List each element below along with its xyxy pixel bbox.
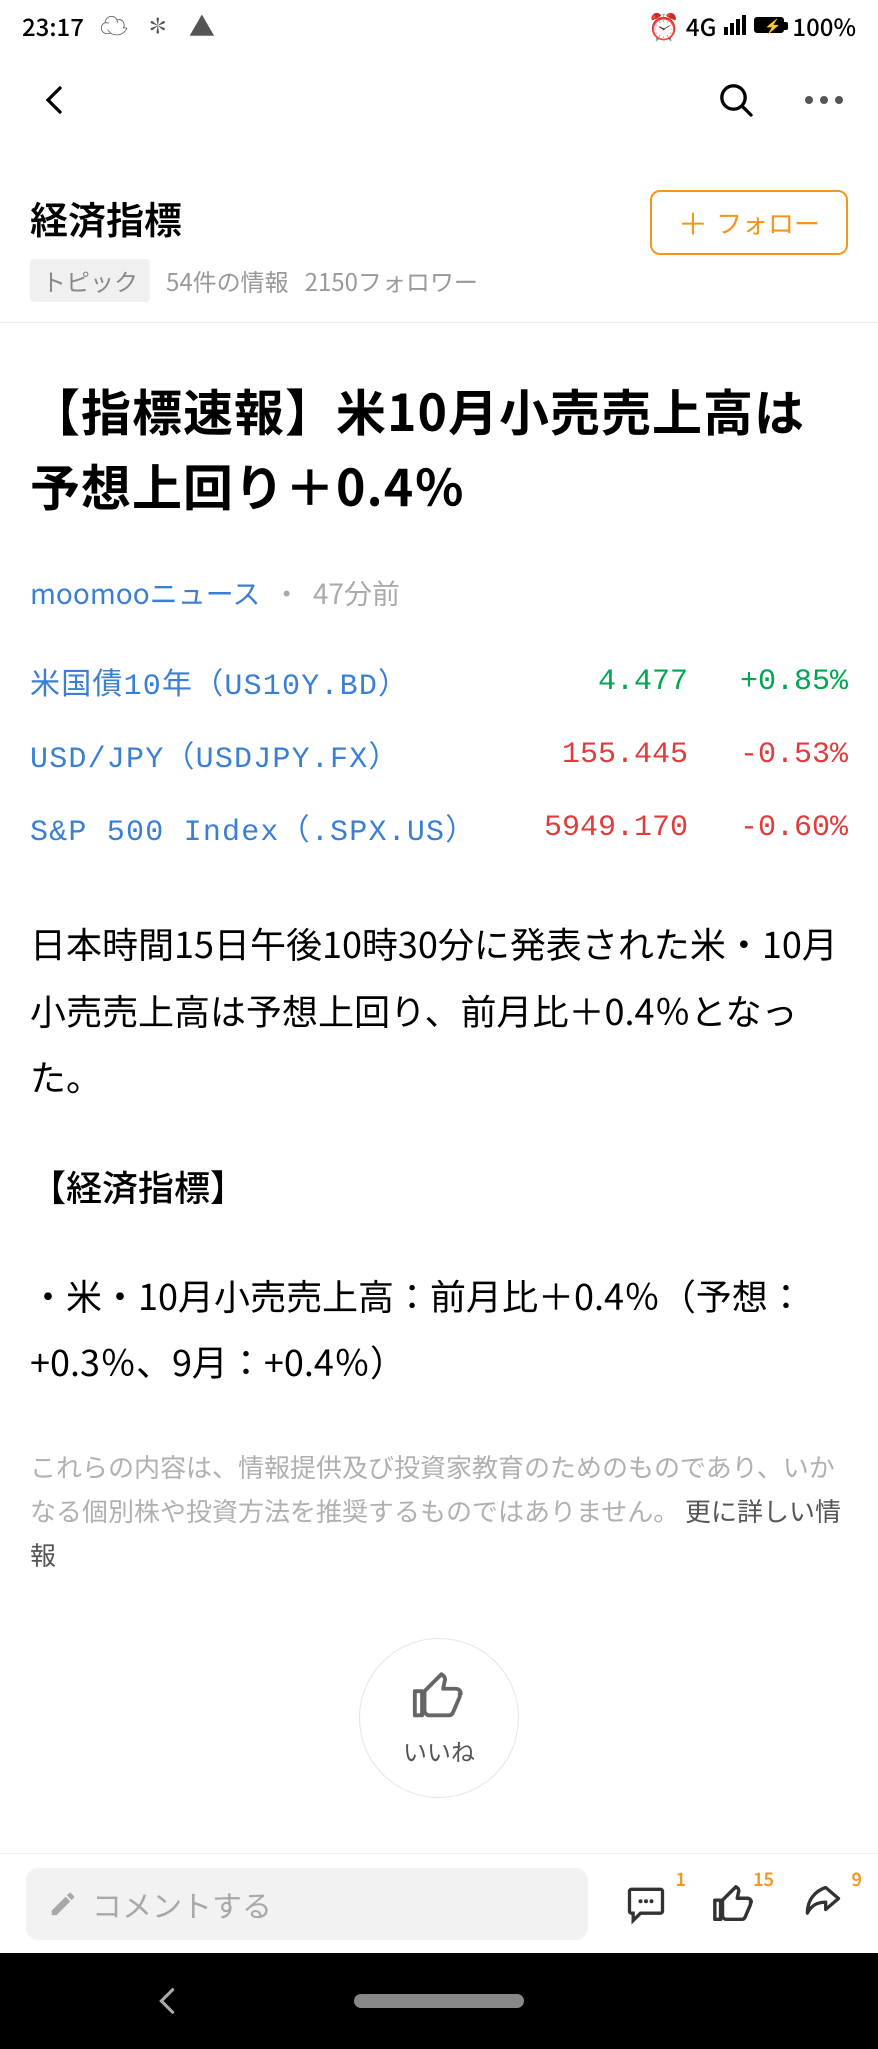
system-home-pill[interactable] [354,1994,524,2008]
comment-input[interactable]: コメントする [26,1868,588,1940]
pencil-icon [48,1889,78,1919]
thumbs-up-icon [410,1667,468,1725]
instrument-row[interactable]: S&P 500 Index（.SPX.US） 5949.170 -0.60% [30,805,848,850]
nav-bar [0,50,878,150]
sync-disabled-icon: ✽ [144,11,172,39]
instrument-price: 155.445 [508,738,688,772]
article-bullet: ・米・10月小売売上高：前月比＋0.4％（予想：+0.3％、9月：+0.4％） [30,1262,848,1395]
topic-info: 経済指標 トピック 54件の情報 2150フォロワー [30,190,478,302]
network-label: 4G [686,8,717,43]
status-time: 23:17 [22,8,84,43]
like-big-label: いいね [403,1733,475,1768]
like-section: いいね [30,1638,848,1798]
comment-placeholder: コメントする [92,1882,272,1926]
topic-title: 経済指標 [30,190,478,245]
back-button[interactable] [30,76,78,124]
chevron-left-icon [150,1984,184,2018]
topic-header: 経済指標 トピック 54件の情報 2150フォロワー ＋ フォロー [0,150,878,323]
warning-icon: ▲ [188,11,216,39]
follow-label: フォロー [716,204,820,241]
article-paragraph: 日本時間15日午後10時30分に発表された米・10月小売売上高は予想上回り、前月… [30,910,848,1110]
byline-separator: ・ [273,573,301,613]
article-time: 47分前 [313,573,400,613]
instrument-row[interactable]: 米国債10年（US10Y.BD） 4.477 +0.85% [30,659,848,704]
topic-follower-count: 2150フォロワー [305,263,478,298]
system-nav-bar [0,1953,878,2049]
topic-post-count: 54件の情報 [166,263,289,298]
cloud-icon: ☁ [100,11,128,39]
comments-count: 1 [676,1866,686,1892]
thumbs-up-icon [711,1881,757,1927]
instrument-change: -0.53% [688,738,848,772]
search-button[interactable] [712,76,760,124]
comment-icon [624,1882,668,1926]
topic-meta: トピック 54件の情報 2150フォロワー [30,259,478,302]
status-right: ⏰ 4G ⚡ 100% [650,8,856,43]
signal-icon [724,15,746,35]
shares-count: 9 [852,1866,862,1892]
article-body: 【指標速報】米10月小売売上高は予想上回り＋0.4％ moomooニュース ・ … [0,323,878,1798]
share-button[interactable]: 9 [792,1874,852,1934]
instrument-list: 米国債10年（US10Y.BD） 4.477 +0.85% USD/JPY（US… [30,659,848,850]
article-section-title: 【経済指標】 [30,1160,848,1212]
instrument-price: 5949.170 [508,811,688,845]
status-left: 23:17 ☁ ✽ ▲ [22,8,216,43]
instrument-row[interactable]: USD/JPY（USDJPY.FX） 155.445 -0.53% [30,732,848,777]
instrument-name: S&P 500 Index（.SPX.US） [30,805,508,850]
disclaimer: これらの内容は、情報提供及び投資家教育のためのものであり、いかなる個別株や投資方… [30,1445,848,1578]
share-icon [800,1882,844,1926]
instrument-change: -0.60% [688,811,848,845]
more-button[interactable] [800,76,848,124]
plus-icon: ＋ [678,215,708,230]
status-bar: 23:17 ☁ ✽ ▲ ⏰ 4G ⚡ 100% [0,0,878,50]
instrument-price: 4.477 [508,665,688,699]
alarm-icon: ⏰ [650,11,678,39]
bottom-action-bar: コメントする 1 15 9 [0,1853,878,1953]
search-icon [716,80,756,120]
instrument-change: +0.85% [688,665,848,699]
chevron-left-icon [36,82,72,118]
instrument-name: USD/JPY（USDJPY.FX） [30,732,508,777]
more-horizontal-icon [804,95,844,105]
article-title: 【指標速報】米10月小売売上高は予想上回り＋0.4％ [30,373,848,523]
battery-percent: 100% [792,8,856,43]
battery-icon: ⚡ [754,17,784,33]
instrument-name: 米国債10年（US10Y.BD） [30,659,508,704]
follow-button[interactable]: ＋ フォロー [650,190,848,255]
byline: moomooニュース ・ 47分前 [30,573,848,613]
topic-badge: トピック [30,259,150,302]
article-source-link[interactable]: moomooニュース [30,573,260,613]
comments-button[interactable]: 1 [616,1874,676,1934]
likes-count: 15 [753,1866,774,1892]
system-back-button[interactable] [150,1984,184,2018]
like-button[interactable]: 15 [704,1874,764,1934]
like-big-button[interactable]: いいね [359,1638,519,1798]
